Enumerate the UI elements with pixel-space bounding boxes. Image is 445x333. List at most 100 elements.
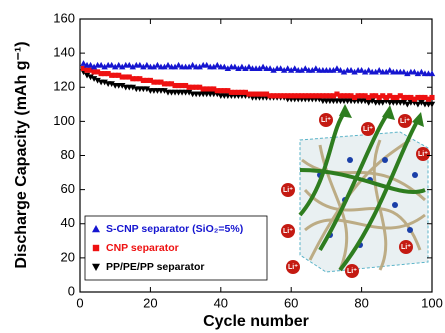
data-point — [414, 70, 422, 77]
data-point — [386, 66, 393, 73]
data-point — [428, 70, 436, 77]
data-point — [299, 93, 305, 99]
data-point — [333, 65, 341, 72]
ion — [281, 224, 295, 238]
data-point — [130, 76, 136, 82]
data-point — [154, 61, 161, 68]
data-point — [284, 65, 291, 72]
data-point — [224, 65, 232, 72]
data-point — [232, 89, 238, 95]
data-point — [204, 86, 210, 92]
y-tick-label: 60 — [61, 181, 75, 196]
data-point — [280, 66, 288, 73]
y-tick-label: 20 — [61, 249, 75, 264]
annotation: Li⁺ — [401, 244, 411, 251]
data-point — [80, 65, 87, 72]
data-point — [214, 61, 221, 68]
data-point — [235, 89, 241, 95]
data-point — [376, 66, 383, 73]
data-point — [253, 91, 259, 97]
data-point — [189, 61, 196, 68]
data-point — [425, 96, 432, 102]
data-point — [211, 86, 217, 92]
x-tick-label: 60 — [284, 295, 298, 310]
legend-frame — [84, 215, 268, 281]
data-point — [88, 67, 94, 73]
data-point — [231, 63, 239, 70]
data-point — [288, 93, 294, 99]
data-point — [150, 63, 158, 70]
data-point — [347, 66, 355, 73]
data-point — [428, 101, 436, 108]
legend-marker — [92, 263, 100, 271]
y-tick-label: 120 — [53, 79, 75, 94]
data-point — [245, 63, 253, 70]
x-axis-label: Cycle number — [203, 313, 309, 330]
data-point — [309, 66, 316, 73]
annotation: Li⁺ — [283, 228, 293, 235]
legend-label: CNP separator — [106, 242, 179, 254]
data-point — [249, 91, 256, 97]
data-point — [327, 93, 333, 99]
data-point — [119, 74, 125, 80]
data-point — [105, 71, 111, 77]
data-point — [394, 94, 400, 101]
data-point — [369, 93, 375, 99]
data-point — [351, 68, 358, 75]
data-point — [400, 68, 408, 75]
data-point — [228, 89, 234, 95]
data-point — [397, 93, 403, 99]
data-point — [140, 77, 146, 83]
data-point — [400, 100, 408, 106]
data-point — [404, 101, 411, 108]
data-point — [165, 81, 171, 87]
legend-label: S-CNP separator (SiO₂=5%) — [106, 223, 243, 235]
data-point — [334, 91, 340, 97]
y-axis-label: Discharge Capacity (mAh g⁻¹) — [13, 41, 30, 268]
data-point — [176, 82, 182, 89]
annotation: Li⁺ — [418, 151, 428, 158]
data-point — [143, 86, 151, 93]
data-point — [112, 63, 119, 70]
data-point — [277, 65, 284, 72]
ion — [361, 122, 375, 136]
data-point — [87, 74, 94, 81]
data-point — [200, 86, 206, 92]
data-point — [418, 100, 425, 106]
y-tick-label: 0 — [68, 283, 75, 298]
data-point — [136, 61, 144, 68]
data-point — [242, 65, 249, 72]
data-point — [271, 93, 277, 99]
data-point — [225, 88, 231, 94]
data-point — [383, 68, 390, 75]
data-point — [415, 94, 421, 101]
data-point — [186, 84, 192, 90]
data-point — [185, 63, 193, 70]
data-point — [429, 94, 435, 101]
data-point — [361, 68, 369, 75]
data-point — [295, 93, 301, 99]
data-point — [115, 61, 122, 68]
y-tick-label: 140 — [53, 45, 75, 60]
data-point — [193, 84, 199, 90]
data-point — [112, 72, 118, 78]
data-point — [383, 94, 389, 101]
data-point — [137, 76, 143, 82]
y-tick-label: 160 — [53, 10, 75, 25]
data-point — [404, 70, 411, 77]
data-point — [98, 71, 104, 77]
data-point — [380, 93, 386, 99]
data-point — [161, 81, 168, 87]
data-point — [352, 94, 358, 101]
data-point — [221, 63, 228, 70]
data-point — [365, 66, 372, 73]
data-point — [365, 100, 372, 106]
data-point — [358, 66, 365, 73]
data-point — [91, 69, 97, 75]
data-point — [411, 68, 418, 75]
ion — [345, 264, 359, 278]
data-point — [158, 79, 164, 85]
data-point — [151, 79, 157, 85]
legend-marker — [92, 244, 100, 252]
